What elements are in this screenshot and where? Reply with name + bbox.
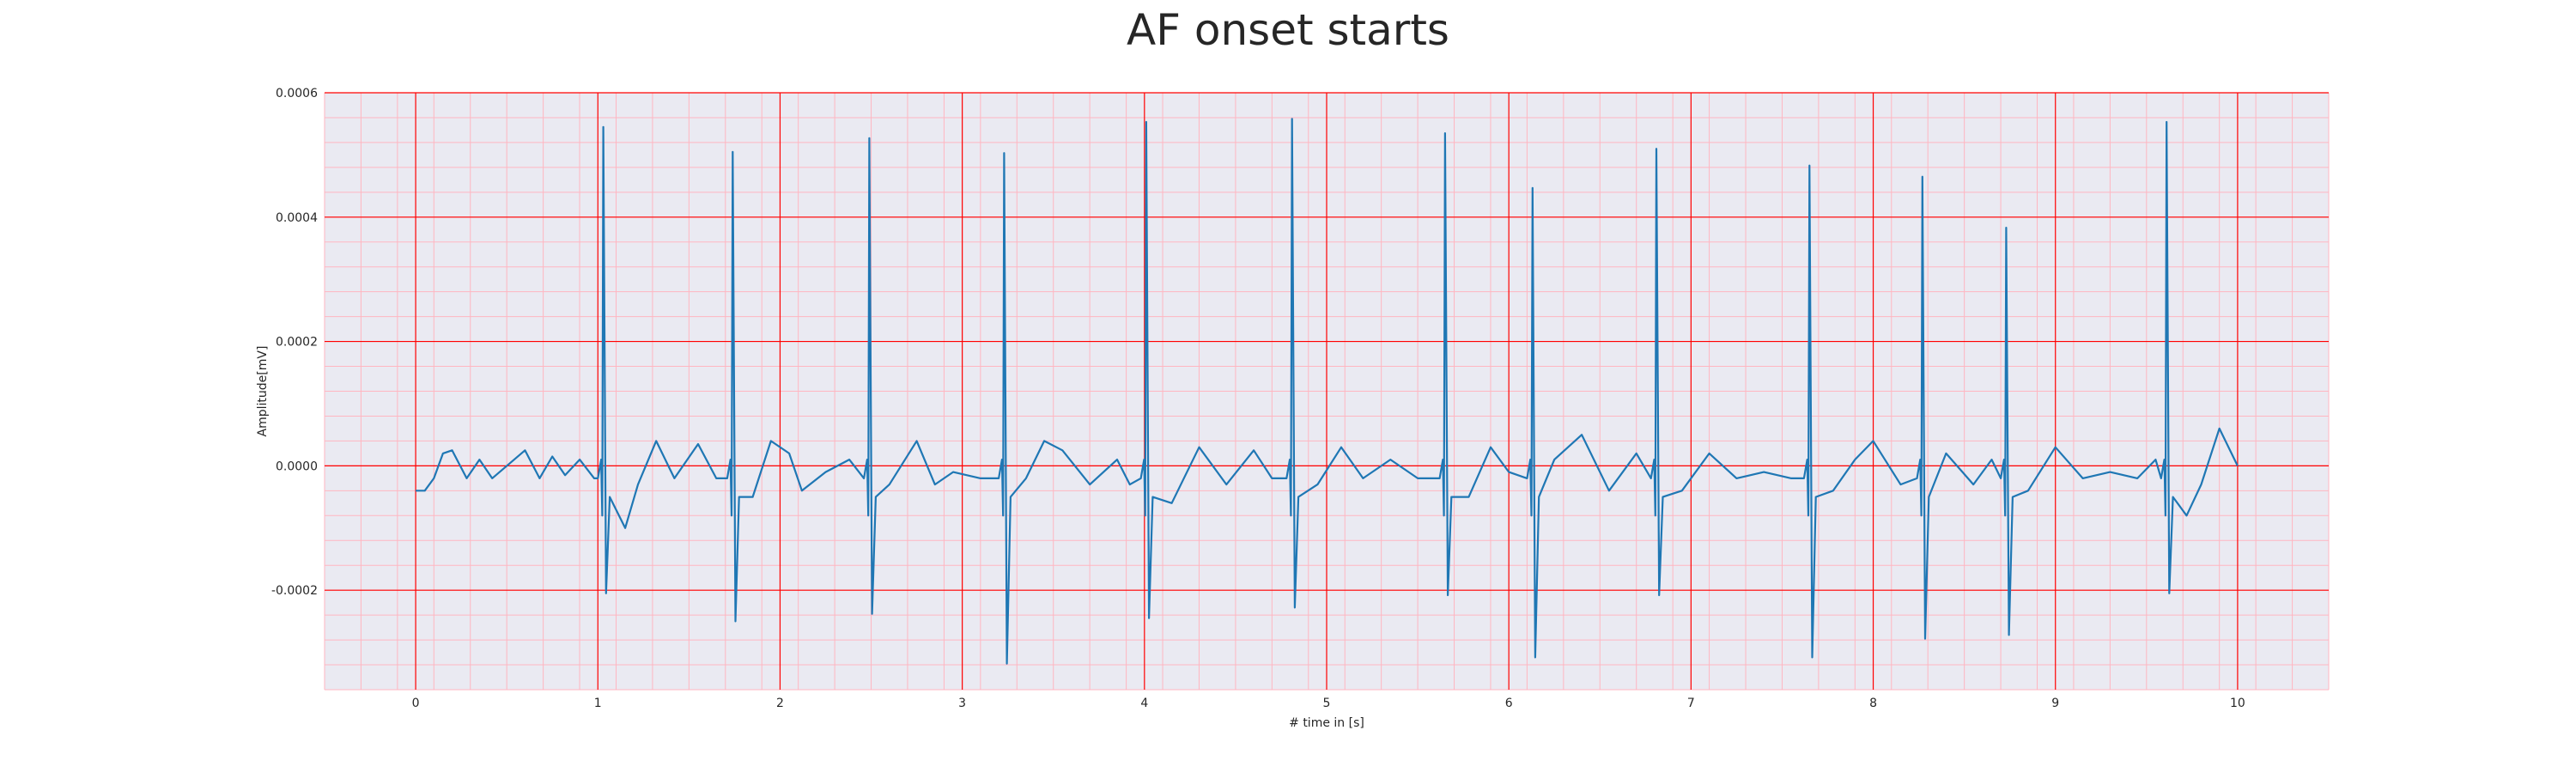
ecg-series-line <box>416 118 2239 665</box>
x-tick-label: 5 <box>1323 697 1331 710</box>
x-axis-ticks: 0 1 2 3 4 5 6 7 8 9 10 <box>412 697 2245 710</box>
y-tick-label: 0.0002 <box>276 336 318 350</box>
x-tick-label: 2 <box>776 697 784 710</box>
x-axis-label: # time in [s] <box>1289 716 1364 730</box>
x-tick-label: 4 <box>1140 697 1148 710</box>
y-tick-label: 0.0000 <box>276 460 318 473</box>
x-tick-label: 0 <box>412 697 420 710</box>
x-tick-label: 1 <box>594 697 602 710</box>
x-tick-label: 7 <box>1687 697 1695 710</box>
y-tick-label: -0.0002 <box>271 584 318 598</box>
chart-title: AF onset starts <box>1127 5 1449 55</box>
x-tick-label: 9 <box>2051 697 2059 710</box>
major-grid <box>325 92 2329 690</box>
y-tick-label: 0.0006 <box>276 87 318 100</box>
y-axis-label: Amplitude[mV] <box>256 346 270 437</box>
y-tick-label: 0.0004 <box>276 211 318 225</box>
y-axis-ticks: -0.0002 0.0000 0.0002 0.0004 0.0006 <box>271 87 318 598</box>
x-tick-label: 3 <box>958 697 966 710</box>
x-tick-label: 10 <box>2230 697 2245 710</box>
x-tick-label: 8 <box>1869 697 1877 710</box>
x-tick-label: 6 <box>1505 697 1513 710</box>
